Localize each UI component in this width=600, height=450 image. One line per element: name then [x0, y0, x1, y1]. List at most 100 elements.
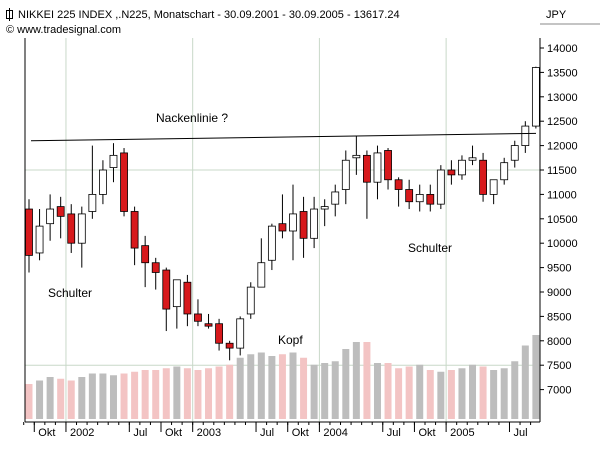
candle-layer	[25, 66, 540, 361]
y-tick-label: 8500	[547, 311, 571, 323]
copyright-text: © www.tradesignal.com	[6, 24, 122, 36]
volume-bar	[78, 377, 86, 419]
candle-up	[521, 125, 530, 147]
volume-bar	[99, 373, 107, 419]
left-shoulder-label: Schulter	[48, 286, 93, 300]
candle-down	[447, 169, 456, 176]
candle-up	[458, 159, 466, 176]
candle-up	[310, 208, 319, 239]
volume-bar	[67, 380, 75, 419]
candle-down	[194, 313, 202, 322]
volume-bar	[321, 363, 329, 419]
candle-down	[225, 342, 234, 349]
volume-bar	[342, 349, 350, 419]
candle-down	[215, 323, 223, 344]
y-tick-label: 7000	[547, 385, 571, 397]
candle-down	[479, 159, 487, 195]
volume-bar	[183, 368, 191, 419]
candle-up	[172, 279, 181, 308]
candle-down	[141, 245, 150, 264]
candle-down	[405, 189, 414, 203]
volume-bar	[205, 368, 213, 419]
volume-bar	[36, 380, 44, 419]
x-tick-layer: Okt 2002 Jul Okt 2003 Jul Okt 2004 Jul Okt 2005 Jul	[23, 422, 532, 439]
candle-up	[35, 225, 44, 254]
volume-bar	[500, 368, 508, 419]
volume-bar	[384, 363, 392, 419]
volume-bar	[532, 335, 540, 419]
volume-bar	[88, 373, 96, 419]
candle-up	[320, 206, 329, 210]
right-shoulder-label: Schulter	[408, 241, 453, 255]
candle-down	[278, 223, 287, 232]
volume-bar	[447, 370, 455, 419]
volume-bar	[511, 361, 519, 419]
y-tick-label: 8000	[547, 336, 571, 348]
candle-up	[246, 286, 255, 315]
candle-down	[56, 206, 65, 217]
volume-bar	[120, 373, 128, 419]
candle-down	[394, 179, 403, 190]
volume-bar	[416, 364, 424, 419]
candle-up	[500, 162, 509, 181]
x-tick-label: 2002	[70, 427, 94, 439]
y-tick-label: 9500	[547, 263, 571, 275]
candle-up	[331, 191, 340, 205]
candle-down	[25, 208, 33, 256]
x-tick-label: Jul	[387, 427, 401, 439]
candle-up	[531, 67, 540, 127]
x-tick-label: Okt	[418, 427, 435, 439]
candle-down	[363, 154, 371, 183]
axes-layer	[24, 23, 600, 423]
candle-up	[373, 152, 382, 183]
y-tick-label: 10500	[547, 214, 578, 226]
y-tick-label: 14000	[547, 43, 578, 55]
y-tick-layer: 7000 7500 8000 8500 9000 9500 10000 10500 11000 1…	[540, 43, 578, 397]
candle-up	[352, 154, 361, 159]
volume-bar	[226, 364, 234, 419]
volume-bar	[25, 384, 33, 419]
volume-bar	[162, 368, 170, 419]
candle-down	[183, 281, 192, 315]
candle-down	[162, 269, 171, 310]
volume-bar	[373, 363, 381, 419]
volume-bar	[46, 377, 54, 419]
x-tick-label: Okt	[292, 427, 309, 439]
candle-down	[384, 150, 392, 181]
volume-bar	[469, 364, 477, 419]
volume-bar	[363, 342, 371, 419]
candle-down	[204, 323, 213, 327]
volume-bar	[194, 370, 202, 419]
volume-bar	[247, 354, 255, 419]
volume-bar	[173, 366, 181, 419]
volume-bar	[521, 345, 529, 419]
candle-down	[120, 152, 128, 212]
x-tick-label: Okt	[38, 427, 55, 439]
volume-bar	[331, 361, 339, 419]
y-tick-label: 13500	[547, 67, 578, 79]
candle-up	[236, 318, 245, 349]
x-tick-label: 2004	[323, 427, 347, 439]
candle-up	[46, 208, 55, 225]
candle-up	[489, 179, 498, 195]
candle-down	[67, 213, 76, 244]
neckline	[30, 132, 537, 142]
candle-up	[436, 169, 445, 205]
candle-down	[426, 193, 435, 205]
volume-bar	[152, 370, 160, 419]
y-tick-label: 12000	[547, 141, 578, 153]
volume-bar	[278, 354, 286, 419]
volume-bar	[300, 357, 308, 419]
x-tick-label: 2003	[197, 427, 221, 439]
volume-bar	[236, 357, 244, 419]
volume-bar	[109, 375, 117, 419]
volume-bar	[458, 368, 466, 419]
y-tick-label: 11000	[547, 189, 577, 201]
volume-bar	[215, 366, 223, 419]
candle-up	[341, 159, 350, 190]
volume-bar	[426, 370, 434, 419]
candle-up	[267, 225, 276, 261]
x-tick-label: Jul	[260, 427, 274, 439]
